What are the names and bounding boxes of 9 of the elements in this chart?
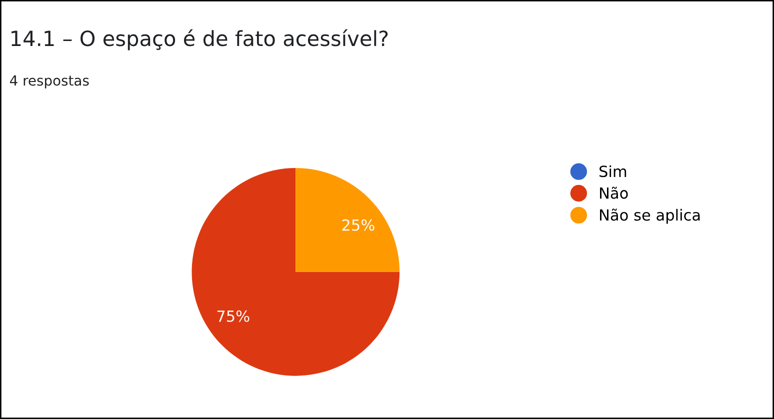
chart-title: 14.1 – O espaço é de fato acessível? [12,29,388,50]
text: 4 respostas [10,75,89,88]
legend-label: Sim [600,165,626,178]
legend-label: Não [600,186,628,199]
pie-slice [296,168,400,272]
pie-slice [192,168,400,376]
legend-label: Não se aplica [600,208,700,224]
data-label: 25% [342,219,374,231]
data-label: 75% [217,310,250,322]
